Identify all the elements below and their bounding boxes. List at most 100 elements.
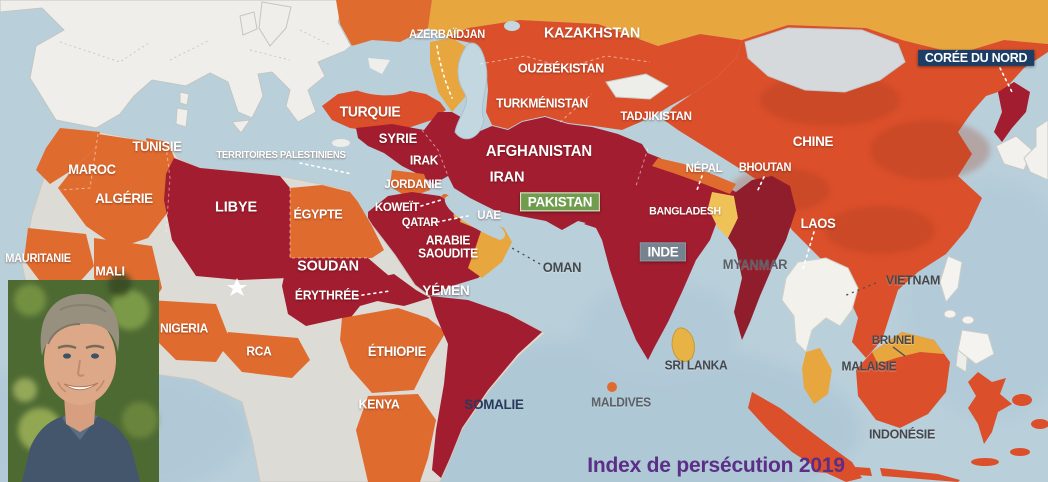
label-soudan: SOUDAN xyxy=(297,257,359,275)
mer-caspienne xyxy=(454,42,488,140)
label-kenya: KENYA xyxy=(358,396,400,412)
country-egypte xyxy=(290,185,384,258)
label-chine: CHINE xyxy=(792,132,834,149)
leader-nepal xyxy=(696,175,703,191)
label-iran: IRAN xyxy=(489,168,525,186)
label-malaisie: MALAISIE xyxy=(841,359,897,374)
crimee xyxy=(368,58,390,74)
leader-laos xyxy=(801,231,815,273)
label-territoires-palestiniens: TERRITOIRES PALESTINIENS xyxy=(216,149,346,161)
map-title: Index de persécution 2019 xyxy=(587,454,845,477)
label-afghanistan: AFGHANISTAN xyxy=(485,143,593,161)
iles-est-indonesie xyxy=(971,394,1048,466)
leader-erythree xyxy=(355,290,391,297)
thailande xyxy=(781,257,859,353)
country-soudan xyxy=(282,258,394,326)
country-rca xyxy=(222,332,310,378)
label-n-pal: NÉPAL xyxy=(685,160,723,175)
philippines xyxy=(939,255,995,365)
country-erythree xyxy=(360,274,430,306)
leader-coree-du-nord xyxy=(999,67,1013,93)
label-laos: LAOS xyxy=(800,216,836,232)
label-azerba-djan: AZERBAÏDJAN xyxy=(409,29,485,42)
eyebrow-right xyxy=(85,344,105,350)
country-maroc xyxy=(36,128,100,184)
label-kowe-t: KOWEÏT xyxy=(374,199,420,214)
label-somalie: SOMALIE xyxy=(464,395,524,412)
label-qatar: QATAR xyxy=(401,217,439,230)
country-jordanie xyxy=(390,170,430,198)
leader-qatar xyxy=(436,215,469,223)
eye-left xyxy=(63,353,71,359)
label-turquie: TURQUIE xyxy=(339,104,401,121)
label-cor-e-du-nord: CORÉE DU NORD xyxy=(918,49,1034,67)
kirghizistan xyxy=(605,73,669,100)
country-nigeria xyxy=(148,300,230,362)
eye-right xyxy=(91,353,99,359)
label-bhoutan: BHOUTAN xyxy=(738,162,792,175)
label-pakistan: PAKISTAN xyxy=(520,192,600,212)
label-arabie-saoudite: ARABIE SAOUDITE xyxy=(418,233,478,260)
country-ukraine xyxy=(336,0,432,46)
label-tadjikistan: TADJIKISTAN xyxy=(620,108,692,123)
country-algerie xyxy=(58,134,172,248)
country-myanmar xyxy=(728,176,796,340)
country-kenya xyxy=(356,394,436,482)
country-maldives xyxy=(607,382,617,392)
label-uae: UAE xyxy=(477,207,501,222)
country-mongolie xyxy=(744,27,906,93)
label--thiopie: ÉTHIOPIE xyxy=(367,344,427,360)
portrait-photo xyxy=(8,273,159,482)
label-irak: IRAK xyxy=(409,153,439,168)
label-rca: RCA xyxy=(246,344,272,359)
corsica-sardinia xyxy=(175,91,190,128)
peninsule-malaisie xyxy=(802,348,832,404)
label-jordanie: JORDANIE xyxy=(384,176,442,191)
golfe-persique xyxy=(444,196,506,240)
country-libye xyxy=(164,158,292,280)
label-alg-rie: ALGÉRIE xyxy=(95,189,153,206)
label-y-men: YÉMEN xyxy=(422,281,470,298)
country-chine xyxy=(664,25,1048,358)
leader-palestiniens xyxy=(299,162,353,175)
label--gypte: ÉGYPTE xyxy=(293,206,343,222)
label--rythr-e: ÉRYTHRÉE xyxy=(294,288,360,303)
neck xyxy=(64,396,96,432)
region-europe xyxy=(0,0,353,134)
leader-koweit xyxy=(420,199,442,207)
label-bangladesh: BANGLADESH xyxy=(649,205,721,218)
java xyxy=(812,464,960,482)
region-asie-centrale xyxy=(448,20,742,130)
nose xyxy=(76,359,85,377)
country-coree-du-nord xyxy=(994,82,1030,142)
label-ouzb-kistan: OUZBÉKISTAN xyxy=(517,60,605,76)
leader-azerbaidjan xyxy=(436,45,453,99)
mer-aral xyxy=(504,21,520,31)
label-maldives: MALDIVES xyxy=(591,395,651,410)
country-nepal xyxy=(652,158,736,194)
label-sri-lanka: SRI LANKA xyxy=(664,358,728,373)
country-sri-lanka xyxy=(671,327,695,362)
label-vietnam: VIETNAM xyxy=(885,272,941,288)
label-maroc: MAROC xyxy=(68,162,116,178)
leader-lines xyxy=(299,45,1013,297)
label-tunisie: TUNISIE xyxy=(132,139,182,155)
country-bangladesh xyxy=(708,192,738,238)
sulawesi xyxy=(968,372,1012,444)
ireland xyxy=(239,11,258,36)
label-inde: INDE xyxy=(639,242,687,262)
shirt xyxy=(22,414,140,482)
hainan xyxy=(870,296,882,308)
smile xyxy=(63,382,99,391)
label-libye: LIBYE xyxy=(215,198,257,216)
japon xyxy=(1023,119,1048,181)
leader-lines-dark xyxy=(511,247,906,357)
label-myanmar: MYANMAR xyxy=(722,257,788,273)
label-syrie: SYRIE xyxy=(378,131,418,147)
country-russie xyxy=(428,0,1048,54)
leader-bhoutan xyxy=(756,176,765,193)
country-mauritanie xyxy=(24,228,94,286)
label-mali: MALI xyxy=(95,263,125,279)
star-marker xyxy=(227,278,247,296)
